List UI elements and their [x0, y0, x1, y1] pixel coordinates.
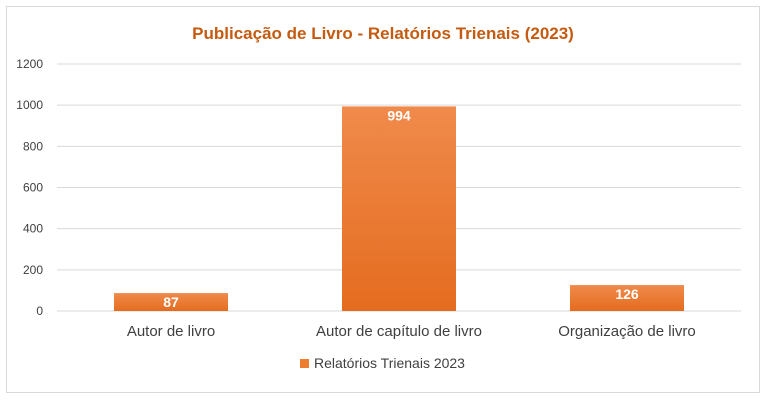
y-tick-label: 1200 — [16, 57, 43, 71]
data-label: 994 — [387, 107, 411, 123]
bar — [570, 285, 684, 311]
legend-swatch — [300, 359, 309, 368]
category-labels: Autor de livro Autor de capítulo de livro… — [127, 323, 696, 340]
bars — [114, 106, 684, 311]
y-tick-label: 600 — [23, 181, 43, 195]
category-label: Autor de capítulo de livro — [316, 323, 482, 340]
bar — [342, 106, 456, 311]
y-tick-label: 800 — [23, 139, 43, 153]
y-tick-label: 0 — [36, 304, 43, 318]
y-axis-ticks: 0 200 400 600 800 1000 1200 — [16, 57, 43, 318]
legend: Relatórios Trienais 2023 — [300, 355, 465, 371]
data-labels: 87 994 126 — [163, 107, 639, 310]
bar — [114, 293, 228, 311]
y-tick-label: 1000 — [16, 98, 43, 112]
category-label: Autor de livro — [127, 323, 215, 340]
data-label: 87 — [163, 294, 179, 310]
chart-title: Publicação de Livro - Relatórios Trienai… — [192, 24, 574, 43]
y-tick-label: 400 — [23, 222, 43, 236]
legend-label: Relatórios Trienais 2023 — [314, 355, 465, 371]
category-label: Organização de livro — [558, 323, 696, 340]
y-tick-label: 200 — [23, 263, 43, 277]
data-label: 126 — [615, 286, 639, 302]
